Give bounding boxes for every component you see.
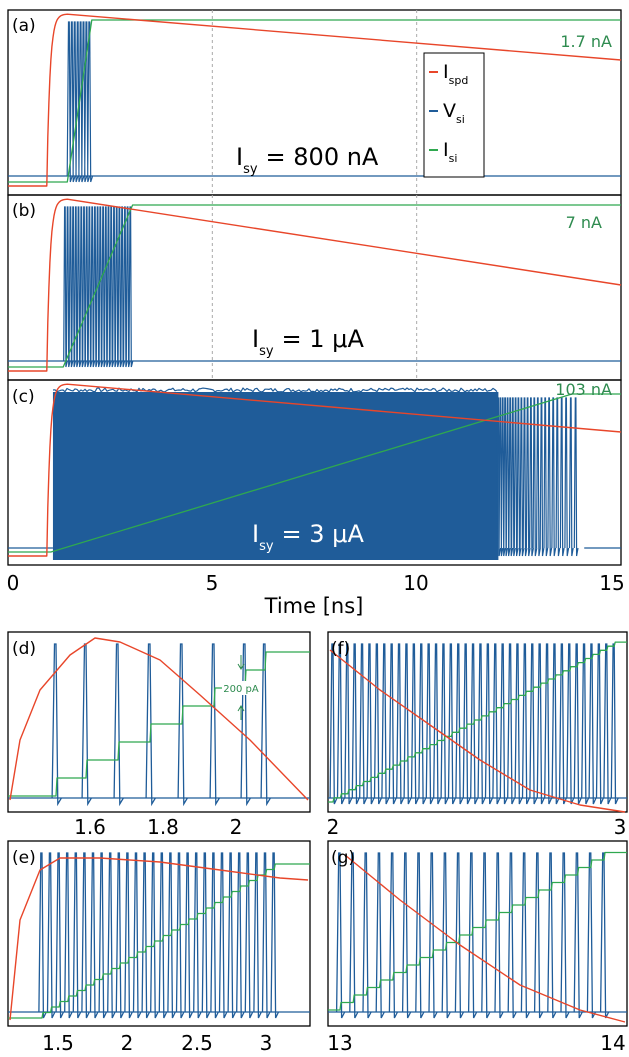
panel-f-tag: (f)	[331, 639, 350, 659]
vsi-dense-block	[52, 392, 499, 560]
x-tick-label: 0	[7, 571, 20, 595]
x-tick-label: 14	[600, 1031, 625, 1055]
plot-e-area	[8, 852, 310, 1021]
plot-b-area	[8, 195, 622, 380]
ispd-line	[344, 854, 626, 1023]
isi-line	[8, 19, 621, 183]
isi-staircase	[328, 851, 627, 1011]
panel-e-tag: (e)	[12, 848, 36, 868]
vsi-spikes	[38, 852, 280, 1019]
x-tick-label: 3	[260, 1031, 273, 1055]
vsi-spikes	[496, 397, 579, 557]
x-tick-label: 1.5	[42, 1031, 74, 1055]
top-x-axis: 0 5 10 15 Time [ns]	[7, 571, 625, 618]
legend: Ispd Vsi Isi	[423, 52, 485, 178]
legend-item-spd: Ispd	[443, 61, 468, 87]
x-tick-label: 3	[614, 815, 627, 839]
scale-bar-200pa: 200 pA	[222, 655, 260, 720]
panel-g: (g) 13 14	[327, 840, 628, 1055]
vsi-spikes	[329, 643, 619, 805]
ispd-line	[8, 198, 622, 372]
panel-c-isi-label: 103 nA	[555, 380, 612, 399]
isi-staircase	[8, 863, 310, 1019]
panel-e: (e) 1.5 2 2.5 3	[7, 840, 311, 1055]
legend-item-vsi: Vsi	[443, 100, 465, 126]
x-tick-label: 5	[206, 571, 219, 595]
panel-b-isy-label: Isy = 1 μA	[252, 325, 364, 359]
scale-bar-label: 200 pA	[223, 684, 259, 695]
plot-f-area	[328, 641, 627, 813]
ispd-line	[9, 637, 309, 801]
panel-d-tag: (d)	[12, 639, 36, 659]
legend-item-isi: Isi	[443, 139, 457, 165]
isi-line	[8, 393, 621, 553]
x-tick-label: 10	[403, 571, 428, 595]
x-tick-label: 2	[121, 1031, 134, 1055]
panel-c-tag: (c)	[12, 387, 35, 407]
x-tick-label: 1.6	[74, 815, 106, 839]
plot-a-area	[8, 10, 622, 195]
x-axis-label: Time [ns]	[264, 594, 364, 618]
panel-d: (d) 200 pA 1.6 1.8 2	[7, 631, 311, 839]
panel-g-tag: (g)	[331, 848, 355, 868]
ispd-line	[329, 649, 626, 813]
isi-staircase	[328, 641, 627, 803]
plot-g-area	[328, 851, 627, 1023]
vsi-spikes	[335, 852, 610, 1019]
panel-a-isy-label: Isy = 800 nA	[236, 143, 379, 177]
panel-c-isy-label: Isy = 3 μA	[252, 520, 364, 554]
vsi-ragged-edge	[52, 387, 498, 393]
panel-c: (c) 103 nA Isy = 3 μA	[7, 379, 622, 566]
ispd-line	[8, 383, 622, 557]
x-tick-label: 2.5	[181, 1031, 213, 1055]
panel-a-tag: (a)	[12, 16, 36, 36]
ispd-line	[9, 857, 309, 1021]
x-tick-label: 1.8	[147, 815, 179, 839]
isi-line	[8, 204, 621, 368]
x-tick-label: 2	[230, 815, 243, 839]
plot-c-area	[8, 383, 622, 560]
isi-staircase	[8, 651, 310, 797]
ispd-line	[8, 13, 622, 187]
vsi-spikes	[66, 21, 94, 183]
x-tick-label: 13	[327, 1031, 352, 1055]
panel-b-tag: (b)	[12, 201, 36, 221]
panel-f: (f) 2 3	[327, 631, 628, 839]
x-tick-label: 2	[327, 815, 340, 839]
panel-b-isi-label: 7 nA	[566, 213, 602, 232]
panel-a-isi-label: 1.7 nA	[560, 32, 612, 51]
plot-d-area	[8, 637, 310, 807]
panel-a: (a) 1.7 nA Isy = 800 nA	[7, 9, 622, 196]
panel-b: (b) 7 nA Isy = 1 μA	[7, 194, 622, 381]
x-tick-label: 15	[599, 571, 624, 595]
